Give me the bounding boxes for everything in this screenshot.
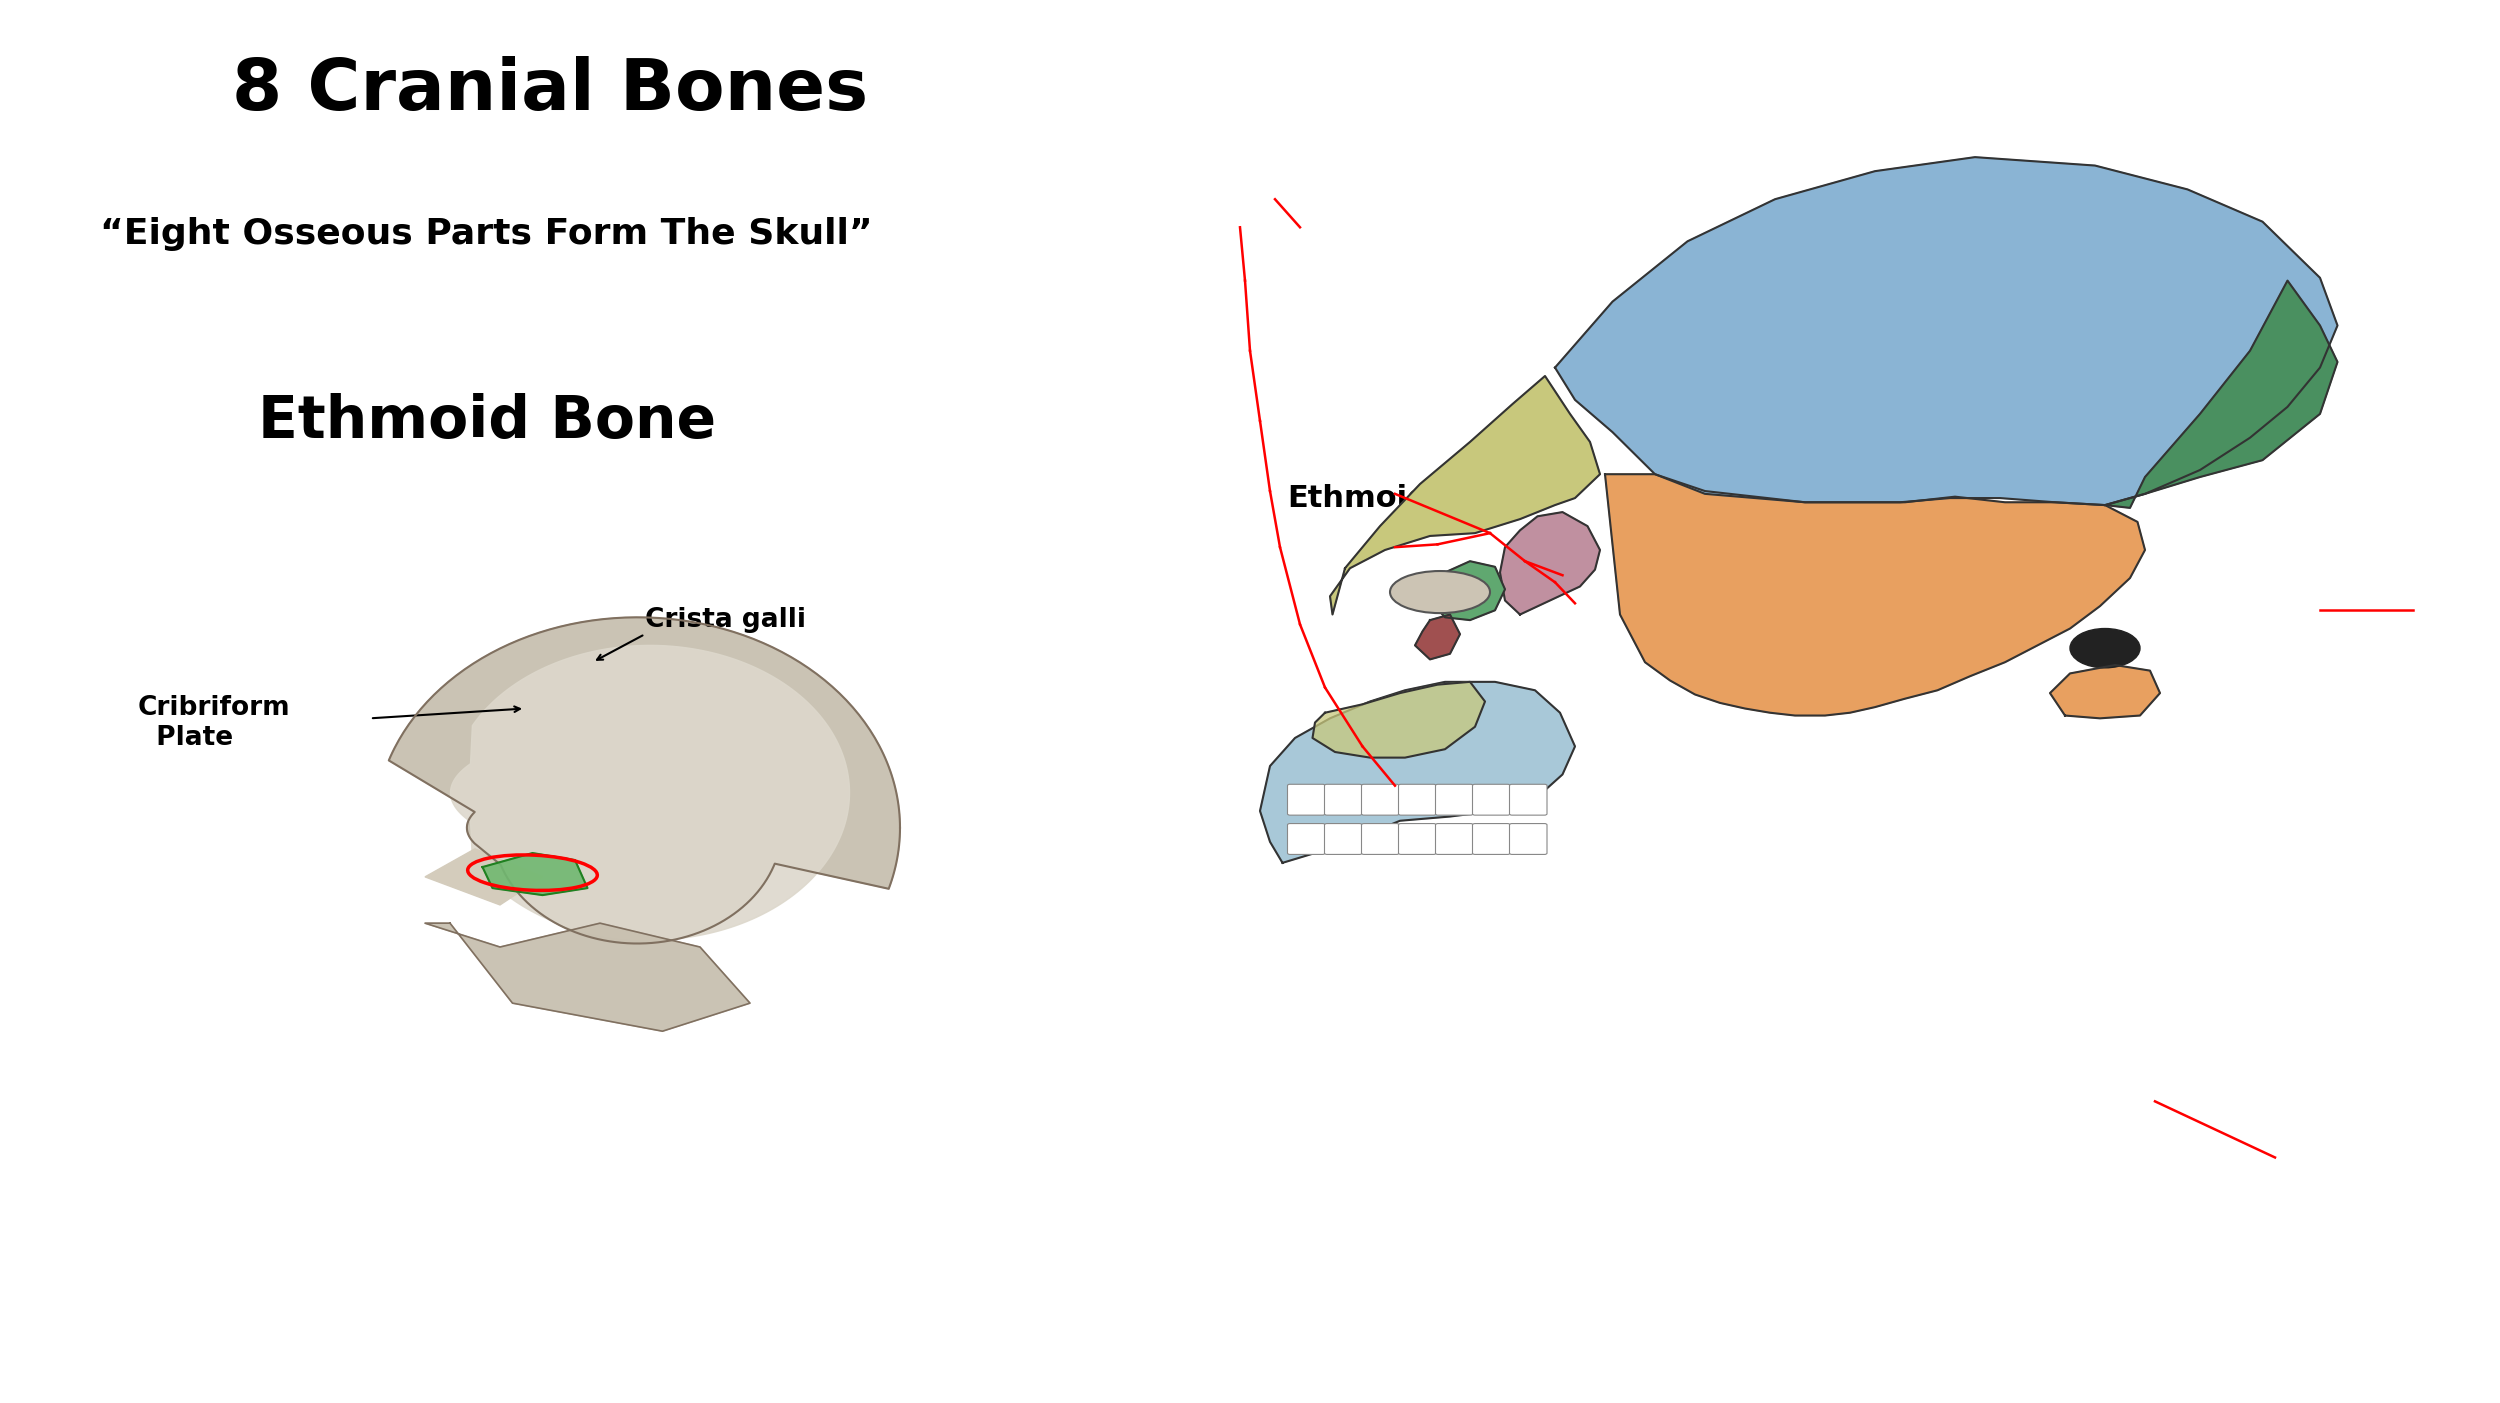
Polygon shape [1330, 376, 1600, 615]
Polygon shape [1555, 157, 2338, 505]
FancyBboxPatch shape [1510, 824, 1548, 854]
FancyBboxPatch shape [1362, 824, 1400, 854]
FancyBboxPatch shape [1325, 784, 1362, 815]
Polygon shape [425, 923, 750, 1031]
FancyBboxPatch shape [1398, 784, 1435, 815]
Polygon shape [1260, 682, 1575, 863]
Polygon shape [2105, 281, 2338, 508]
Polygon shape [425, 849, 542, 905]
Polygon shape [390, 617, 900, 943]
FancyBboxPatch shape [1435, 784, 1472, 815]
Polygon shape [1415, 615, 1460, 659]
Circle shape [2070, 629, 2140, 668]
Polygon shape [1312, 682, 1485, 758]
FancyBboxPatch shape [1288, 824, 1325, 854]
Text: Cribriform
  Plate: Cribriform Plate [138, 694, 290, 751]
Polygon shape [482, 853, 588, 895]
Ellipse shape [1390, 571, 1490, 613]
Text: 8 Cranial Bones: 8 Cranial Bones [232, 56, 868, 125]
FancyBboxPatch shape [1325, 824, 1362, 854]
Text: Ethmoid: Ethmoid [1288, 484, 1430, 512]
Polygon shape [2050, 665, 2160, 718]
Text: Crista galli: Crista galli [645, 607, 805, 633]
FancyBboxPatch shape [1510, 784, 1548, 815]
FancyBboxPatch shape [1398, 824, 1435, 854]
Polygon shape [1430, 561, 1505, 620]
Text: “Eight Osseous Parts Form The Skull”: “Eight Osseous Parts Form The Skull” [100, 217, 872, 251]
Text: Ethmoid Bone: Ethmoid Bone [258, 393, 718, 450]
Polygon shape [1500, 512, 1600, 615]
FancyBboxPatch shape [1362, 784, 1400, 815]
FancyBboxPatch shape [1288, 784, 1325, 815]
FancyBboxPatch shape [1435, 824, 1472, 854]
FancyBboxPatch shape [1472, 824, 1510, 854]
Polygon shape [1605, 474, 2145, 716]
FancyBboxPatch shape [1472, 784, 1510, 815]
Polygon shape [450, 645, 850, 940]
